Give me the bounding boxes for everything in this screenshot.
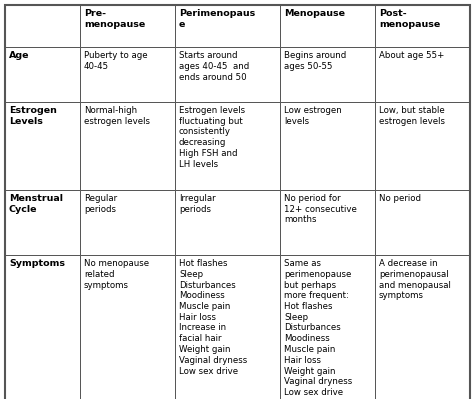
Text: Begins around
ages 50-55: Begins around ages 50-55 <box>284 51 346 71</box>
Bar <box>5 5 80 47</box>
Text: Estrogen levels
fluctuating but
consistently
decreasing
High FSH and
LH levels: Estrogen levels fluctuating but consiste… <box>179 106 245 169</box>
Bar <box>280 102 375 190</box>
Bar <box>80 47 175 102</box>
Text: Post-
menopause: Post- menopause <box>379 9 440 29</box>
Bar <box>5 102 80 190</box>
Text: Low, but stable
estrogen levels: Low, but stable estrogen levels <box>379 106 445 126</box>
Text: Menopause: Menopause <box>284 9 345 18</box>
Text: Symptoms: Symptoms <box>9 259 65 268</box>
Text: Menstrual
Cycle: Menstrual Cycle <box>9 194 63 214</box>
Text: Puberty to age
40-45: Puberty to age 40-45 <box>84 51 147 71</box>
Text: Regular
periods: Regular periods <box>84 194 117 214</box>
Text: A decrease in
perimenopausal
and menopausal
symptoms: A decrease in perimenopausal and menopau… <box>379 259 451 300</box>
Text: Irregular
periods: Irregular periods <box>179 194 216 214</box>
Bar <box>375 5 470 47</box>
Bar <box>80 5 175 47</box>
Bar <box>280 255 375 399</box>
Bar <box>175 5 280 47</box>
Bar <box>175 255 280 399</box>
Text: About age 55+: About age 55+ <box>379 51 444 60</box>
Text: Normal-high
estrogen levels: Normal-high estrogen levels <box>84 106 150 126</box>
Bar <box>175 102 280 190</box>
Text: No menopause
related
symptoms: No menopause related symptoms <box>84 259 149 290</box>
Bar <box>280 47 375 102</box>
Bar <box>80 102 175 190</box>
Text: No period: No period <box>379 194 421 203</box>
Text: Age: Age <box>9 51 29 60</box>
Bar <box>175 190 280 255</box>
Bar <box>5 47 80 102</box>
Bar <box>375 255 470 399</box>
Bar <box>280 5 375 47</box>
Bar <box>280 190 375 255</box>
Text: Low estrogen
levels: Low estrogen levels <box>284 106 342 126</box>
Text: Pre-
menopause: Pre- menopause <box>84 9 145 29</box>
Bar <box>80 190 175 255</box>
Bar <box>5 190 80 255</box>
Text: Estrogen
Levels: Estrogen Levels <box>9 106 57 126</box>
Bar <box>375 47 470 102</box>
Bar <box>375 190 470 255</box>
Text: Hot flashes
Sleep
Disturbances
Moodiness
Muscle pain
Hair loss
Increase in
facia: Hot flashes Sleep Disturbances Moodiness… <box>179 259 247 375</box>
Bar <box>375 102 470 190</box>
Bar <box>5 255 80 399</box>
Text: Same as
perimenopause
but perhaps
more frequent:
Hot flashes
Sleep
Disturbances
: Same as perimenopause but perhaps more f… <box>284 259 352 397</box>
Text: No period for
12+ consecutive
months: No period for 12+ consecutive months <box>284 194 357 225</box>
Bar <box>80 255 175 399</box>
Text: Starts around
ages 40-45  and
ends around 50: Starts around ages 40-45 and ends around… <box>179 51 249 81</box>
Bar <box>175 47 280 102</box>
Text: Perimenopaus
e: Perimenopaus e <box>179 9 255 29</box>
